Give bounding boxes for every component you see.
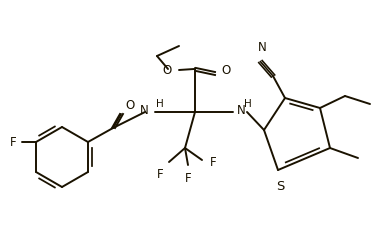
Text: F: F — [210, 156, 217, 170]
Text: F: F — [10, 136, 16, 149]
Text: N: N — [258, 41, 266, 54]
Text: O: O — [221, 64, 230, 76]
Text: H: H — [244, 99, 252, 109]
Text: N: N — [237, 104, 246, 118]
Text: H: H — [156, 99, 164, 109]
Text: F: F — [157, 168, 164, 181]
Text: N: N — [140, 104, 149, 118]
Text: S: S — [276, 180, 284, 193]
Text: O: O — [163, 64, 172, 76]
Text: O: O — [125, 99, 134, 112]
Text: F: F — [185, 172, 191, 185]
